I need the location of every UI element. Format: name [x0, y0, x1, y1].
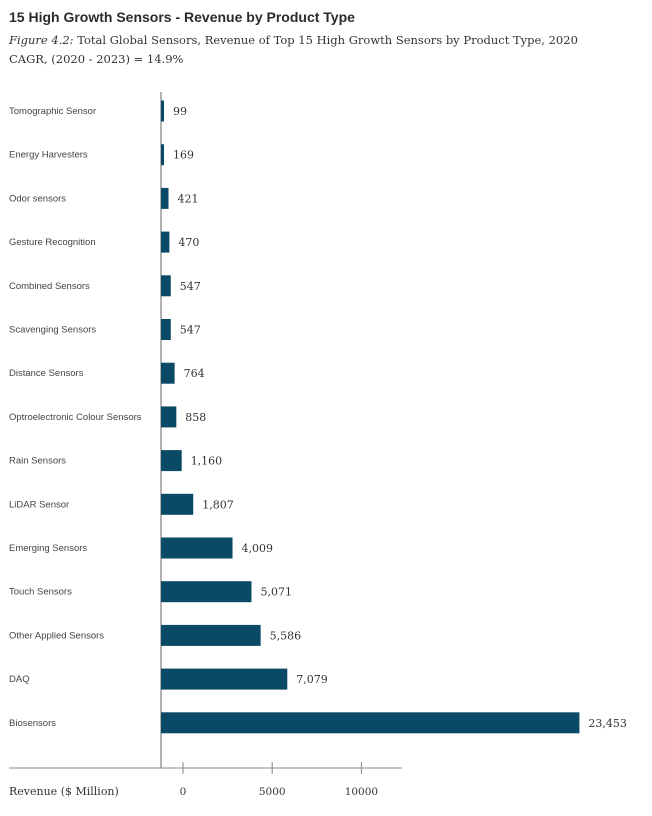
category-label: Combined Sensors	[9, 281, 90, 292]
category-label: Biosensors	[9, 718, 56, 729]
data-label: 169	[173, 149, 194, 162]
bar	[161, 624, 261, 646]
bar	[161, 537, 233, 559]
category-label: Tomographic Sensor	[9, 106, 96, 117]
figure-number: Figure 4.2:	[9, 33, 74, 47]
category-label: Gesture Recognition	[9, 237, 96, 248]
data-label: 5,586	[270, 629, 302, 642]
data-label: 421	[178, 192, 199, 205]
bar	[161, 319, 171, 340]
figure-caption: Total Global Sensors, Revenue of Top 15 …	[9, 33, 578, 66]
data-label: 1,160	[191, 455, 223, 468]
category-label: Other Applied Sensors	[9, 630, 104, 641]
x-axis-title: Revenue ($ Million)	[9, 785, 119, 798]
bar	[161, 362, 175, 384]
category-label: Distance Sensors	[9, 368, 84, 379]
category-label: LiDAR Sensor	[9, 499, 69, 510]
chart-subtitle: Figure 4.2: Total Global Sensors, Revenu…	[9, 31, 609, 69]
bar	[161, 493, 194, 515]
data-label: 470	[178, 236, 199, 249]
bar	[161, 275, 171, 297]
bar	[161, 406, 177, 428]
x-tick-label: 10000	[345, 786, 378, 798]
category-label: Emerging Sensors	[9, 543, 87, 554]
category-label: Energy Harvesters	[9, 150, 88, 161]
category-label: Optroelectronic Colour Sensors	[9, 412, 142, 423]
data-label: 858	[185, 411, 206, 424]
chart-title: 15 High Growth Sensors - Revenue by Prod…	[9, 9, 355, 25]
data-label: 547	[180, 280, 201, 293]
bar	[161, 231, 170, 253]
category-label: Touch Sensors	[9, 587, 72, 598]
category-label: Scavenging Sensors	[9, 325, 96, 336]
x-tick-label: 0	[180, 786, 187, 798]
bar	[161, 187, 169, 209]
bar	[161, 450, 182, 472]
bar	[161, 712, 580, 734]
data-label: 23,453	[588, 717, 627, 730]
bar	[161, 668, 288, 690]
data-label: 1,807	[202, 498, 234, 511]
data-label: 7,079	[296, 673, 328, 686]
category-label: DAQ	[9, 674, 30, 685]
data-label: 99	[173, 105, 187, 118]
bar	[161, 100, 164, 122]
bar	[161, 144, 165, 166]
x-tick-label: 5000	[259, 786, 286, 798]
data-label: 764	[184, 367, 205, 380]
category-label: Rain Sensors	[9, 456, 66, 467]
bar	[161, 581, 252, 603]
data-label: 547	[180, 324, 201, 337]
category-label: Odor sensors	[9, 193, 66, 204]
data-label: 5,071	[260, 586, 292, 599]
data-label: 4,009	[242, 542, 274, 555]
